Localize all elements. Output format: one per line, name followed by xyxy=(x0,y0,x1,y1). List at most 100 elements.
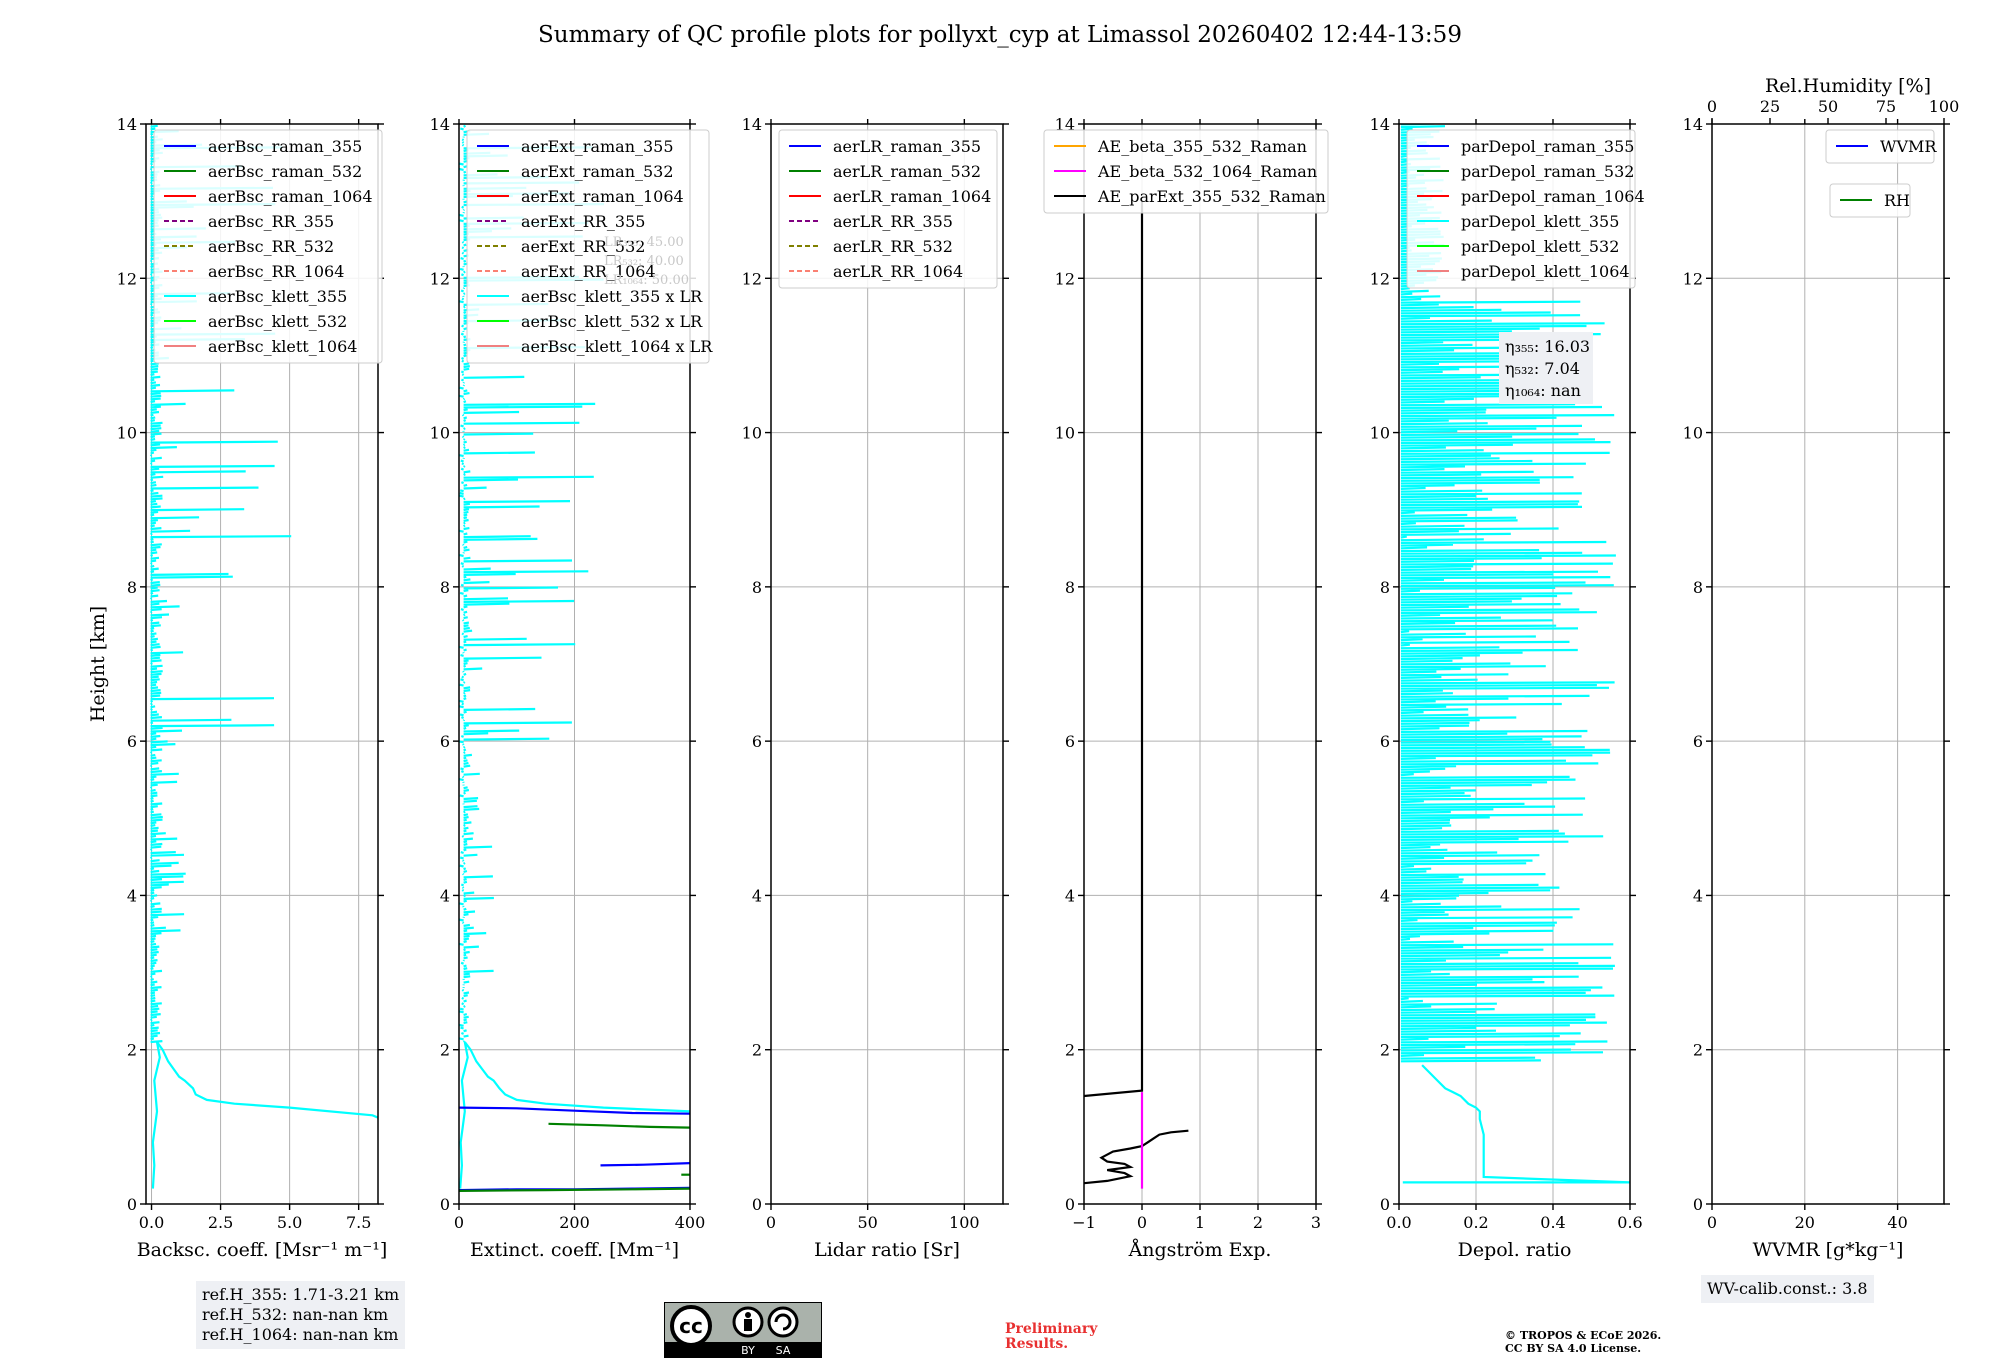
legend-label: aerLR_RR_355 xyxy=(833,212,953,231)
legend-label: aerExt_RR_355 xyxy=(521,212,645,231)
eta-annotation-box: η₃₅₅: 16.03 η₅₃₂: 7.04 η₁₀₆₄: nan xyxy=(1499,332,1593,404)
y-tick-label: 6 xyxy=(1065,732,1075,751)
y-tick-label: 0 xyxy=(440,1195,450,1214)
legend-label: aerBsc_klett_532 x LR xyxy=(521,312,703,331)
y-tick-label: 6 xyxy=(752,732,762,751)
panel-ext: 0 200 400 0 2 4 6 8 10 12 14 Extinct. coeff. [Mm⁻¹]… xyxy=(430,115,714,1261)
eta-note-2: η₁₀₆₄: nan xyxy=(1505,381,1581,400)
eta-note-1: η₅₃₂: 7.04 xyxy=(1505,359,1580,378)
y-tick-label: 12 xyxy=(1370,269,1390,288)
y-tick-label: 12 xyxy=(430,269,450,288)
legend-label: aerLR_RR_1064 xyxy=(833,262,963,281)
legend-wvmr: WVMR xyxy=(1825,129,1937,164)
lr-note-1: LR₅₃₂: 40.00 xyxy=(604,254,684,269)
y-tick-label: 0 xyxy=(752,1195,762,1214)
legend-label: aerBsc_raman_1064 xyxy=(208,187,373,206)
y-tick-label: 0 xyxy=(1065,1195,1075,1214)
x-axis-label-wv: WVMR [g*kg⁻¹] xyxy=(1753,1239,1904,1261)
y-tick-label: 0 xyxy=(1693,1195,1703,1214)
x2-tick-label: 100 xyxy=(1929,97,1960,116)
preliminary-results-note: Preliminary Results. xyxy=(1005,1322,1097,1352)
legend-frame xyxy=(1406,129,1636,289)
x-tick-label: 5.0 xyxy=(277,1213,302,1232)
legend-depol: parDepol_raman_355 parDepol_raman_532 parD… xyxy=(1406,129,1645,289)
figure-title: Summary of QC profile plots for pollyxt_… xyxy=(538,22,1462,48)
x-tick-label: 3 xyxy=(1311,1213,1321,1232)
x-tick-label: 0 xyxy=(1707,1213,1717,1232)
legend-label: WVMR xyxy=(1880,137,1937,156)
y-tick-label: 0 xyxy=(1380,1195,1390,1214)
cc-circle-icon xyxy=(670,1305,712,1347)
legend-label: parDepol_raman_1064 xyxy=(1461,187,1645,206)
y-tick-label: 4 xyxy=(1065,886,1075,905)
legend-ae: AE_beta_355_532_Raman AE_beta_532_1064_Ra… xyxy=(1043,129,1329,214)
axes-frame xyxy=(1711,123,1945,1205)
y-tick-label: 8 xyxy=(440,578,450,597)
copyright-note: © TROPOS & ECoE 2026. CC BY SA 4.0 Licen… xyxy=(1505,1329,1661,1355)
x2-tick-label: 0 xyxy=(1707,97,1717,116)
prelim-line-1: Preliminary xyxy=(1005,1321,1098,1337)
legend-label: aerBsc_klett_1064 x LR xyxy=(521,337,713,356)
legend-label: aerBsc_raman_532 xyxy=(208,162,362,181)
y-tick-label: 12 xyxy=(117,269,137,288)
legend-label: AE_beta_355_532_Raman xyxy=(1097,137,1307,156)
sa-share-icon xyxy=(767,1306,799,1338)
x-tick-label: 200 xyxy=(559,1213,590,1232)
series-aerBsc_klett_355 xyxy=(151,1041,378,1189)
refbox-line-355: ref.H_355: 1.71-3.21 km xyxy=(202,1285,400,1304)
x2-tick-label: 25 xyxy=(1760,97,1780,116)
y-tick-label: 6 xyxy=(127,732,137,751)
x-tick-label: 0 xyxy=(454,1213,464,1232)
legend-label: parDepol_klett_1064 xyxy=(1461,262,1630,281)
legend-label: aerExt_raman_532 xyxy=(521,162,674,181)
x-axis-label-lr: Lidar ratio [Sr] xyxy=(814,1239,960,1261)
legend-label: aerBsc_klett_1064 xyxy=(208,337,357,356)
legend-lr: aerLR_raman_355 aerLR_raman_532 aerLR_rama… xyxy=(778,129,998,289)
x2-tick-label: 75 xyxy=(1876,97,1896,116)
x-tick-label: 0.6 xyxy=(1617,1213,1642,1232)
y-tick-label: 8 xyxy=(752,578,762,597)
y-tick-label: 4 xyxy=(127,886,137,905)
axes-frame xyxy=(145,123,379,1205)
legend-label: aerBsc_RR_532 xyxy=(208,237,334,256)
x-tick-label: 0.0 xyxy=(139,1213,164,1232)
legend-label: parDepol_raman_532 xyxy=(1461,162,1634,181)
y-tick-label: 4 xyxy=(440,886,450,905)
y-axis-label: Height [km] xyxy=(87,606,109,722)
legend-label: aerBsc_klett_532 xyxy=(208,312,347,331)
legend-frame xyxy=(466,129,710,364)
series-AE_parExt_355_532_Raman_low xyxy=(1084,1129,1189,1185)
x-tick-label: 50 xyxy=(857,1213,877,1232)
legend-label: aerExt_raman_1064 xyxy=(521,187,684,206)
y-tick-label: 2 xyxy=(1693,1041,1703,1060)
x-tick-label: 100 xyxy=(949,1213,980,1232)
y-tick-label: 14 xyxy=(1683,115,1703,134)
legend-label: aerLR_RR_532 xyxy=(833,237,953,256)
y-tick-label: 0 xyxy=(127,1195,137,1214)
x-axis-label-depol: Depol. ratio xyxy=(1458,1239,1572,1261)
plot-area-depol xyxy=(1400,124,1630,1184)
x-axis-label-bsc: Backsc. coeff. [Msr⁻¹ m⁻¹] xyxy=(137,1239,388,1261)
credit-line-2: CC BY SA 4.0 License. xyxy=(1505,1342,1642,1355)
x-tick-label: 7.5 xyxy=(346,1213,371,1232)
axes-frame xyxy=(770,123,1004,1205)
plot-area-ae xyxy=(1084,201,1189,1189)
y-tick-label: 10 xyxy=(1370,424,1390,443)
wv-calib-text: WV-calib.const.: 3.8 xyxy=(1707,1279,1868,1298)
profile-noise-depol xyxy=(1400,124,1616,1063)
y-tick-label: 8 xyxy=(1065,578,1075,597)
x-tick-label: 0.0 xyxy=(1386,1213,1411,1232)
y-tick-label: 4 xyxy=(1380,886,1390,905)
y-tick-label: 2 xyxy=(752,1041,762,1060)
axes-frame xyxy=(1398,123,1631,1205)
y-tick-label: 14 xyxy=(742,115,762,134)
y-tick-label: 4 xyxy=(752,886,762,905)
x-tick-label: 2.5 xyxy=(208,1213,233,1232)
legend-rh: RH xyxy=(1829,183,1911,218)
y-tick-label: 14 xyxy=(117,115,137,134)
eta-note-0: η₃₅₅: 16.03 xyxy=(1505,337,1590,356)
by-label: BY xyxy=(741,1344,755,1357)
x-tick-label: 1 xyxy=(1195,1213,1205,1232)
legend-label: aerBsc_klett_355 xyxy=(208,287,347,306)
